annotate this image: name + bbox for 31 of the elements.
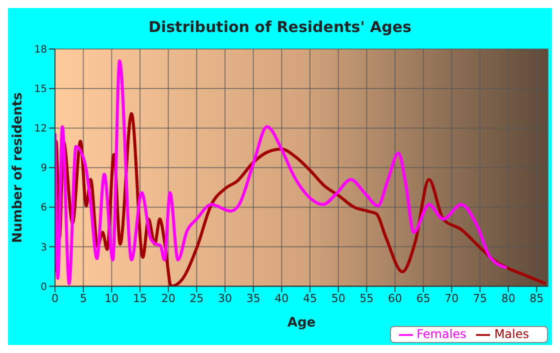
x-tick-label: 0 <box>52 292 58 306</box>
x-tick-label: 50 <box>331 292 346 306</box>
x-tick-label: 20 <box>161 292 176 306</box>
chart-title: Distribution of Residents' Ages <box>148 17 412 38</box>
y-tick-label: 3 <box>40 242 47 254</box>
x-tick-label: 75 <box>473 292 487 306</box>
y-tick-label: 12 <box>34 124 47 135</box>
legend-label: Males <box>494 327 529 342</box>
y-tick-label: 18 <box>34 44 47 56</box>
x-tick-label: 30 <box>218 292 232 306</box>
x-tick-label: 70 <box>444 292 459 306</box>
y-tick-label: 9 <box>40 163 47 174</box>
x-tick-label: 5 <box>80 292 87 306</box>
x-tick-label: 40 <box>274 292 289 306</box>
legend-label: Females <box>416 327 466 342</box>
y-tick-label: 6 <box>40 202 47 214</box>
x-tick-label: 25 <box>190 292 204 306</box>
x-axis-title: Age <box>287 315 316 330</box>
x-tick-label: 65 <box>416 292 430 306</box>
line-series <box>55 59 508 286</box>
y-tick-label: 15 <box>34 84 47 96</box>
x-tick-label: 45 <box>303 292 317 306</box>
x-tick-label: 35 <box>246 292 260 306</box>
x-tick-label: 60 <box>388 292 402 306</box>
x-tick-label: 80 <box>501 292 516 306</box>
y-axis-title: Number of residents <box>10 92 26 243</box>
x-tick-label: 85 <box>530 292 544 306</box>
y-tick-label: 0 <box>40 282 47 293</box>
x-tick-label: 10 <box>104 292 119 306</box>
x-tick-label: 55 <box>360 292 374 306</box>
x-tick-label: 15 <box>133 292 147 306</box>
